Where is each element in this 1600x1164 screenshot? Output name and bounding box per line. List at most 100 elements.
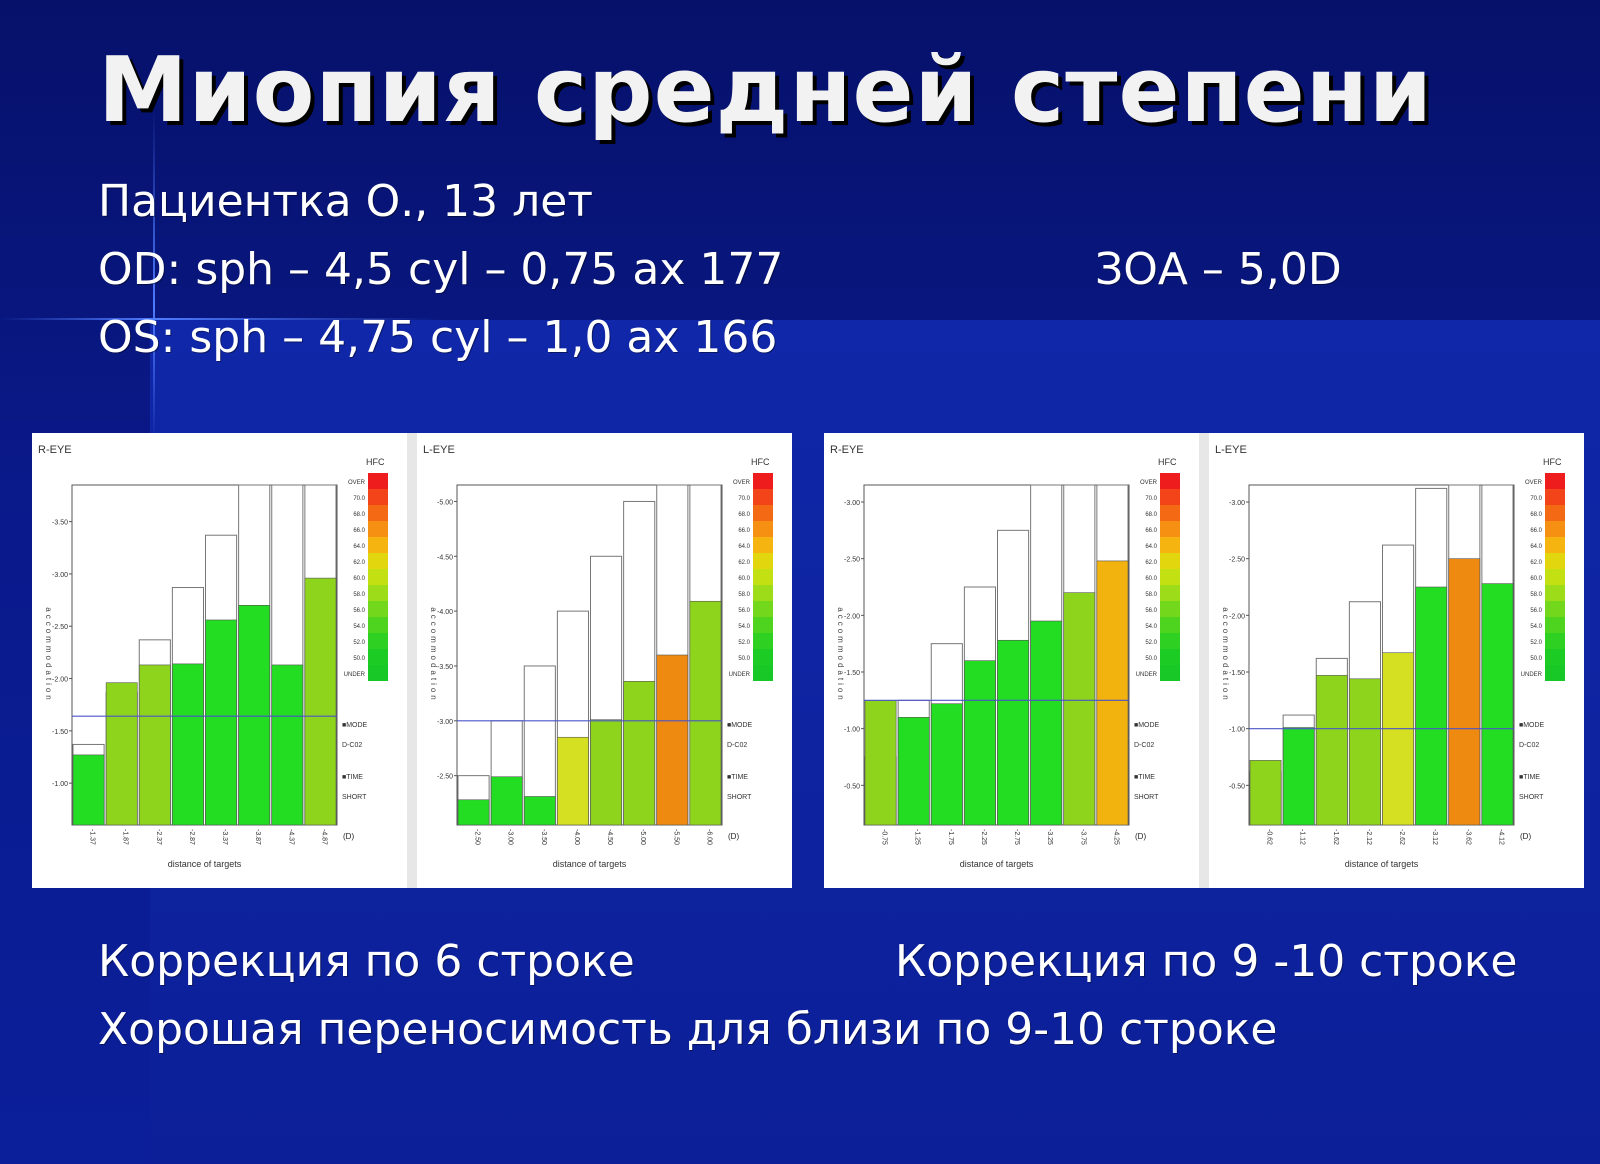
y-axis-label: accommodation [1221,607,1230,702]
legend-value: 58.0 [1145,592,1157,598]
response-bar [930,703,963,826]
legend-swatch [1160,617,1180,633]
legend-value: 60.0 [738,576,750,582]
legend-value: 54.0 [353,624,365,630]
legend-value: 50.0 [353,656,365,662]
x-tick-label: -1.12 [1299,829,1306,845]
legend-title: HFC [751,457,770,467]
legend-swatch [1160,569,1180,585]
response-bar [1481,583,1514,826]
legend-value: 68.0 [1145,512,1157,518]
time-label: ■TIME [342,774,363,781]
legend-value: OVER [733,480,751,486]
response-bar [205,619,237,826]
response-bar [689,600,722,826]
unit-label: (D) [343,832,354,841]
x-tick-label: -2.25 [980,829,987,845]
legend-swatch [1545,505,1565,521]
unit-label: (D) [1135,832,1146,841]
unit-label: (D) [728,832,739,841]
legend-swatch [368,505,388,521]
response-bar [105,682,138,826]
unit-label: (D) [1520,832,1531,841]
response-bar [1030,620,1063,826]
response-bar [1315,675,1348,826]
x-tick-label: -3.25 [1046,829,1053,845]
legend-swatch [1545,617,1565,633]
y-tick-label: -1.00 [1229,727,1245,734]
chart-r-eye-after: R-EYERefraction = -1.25 +0.00 180(D)(D)a… [824,433,1199,888]
legend-swatch [753,633,773,649]
x-tick-label: -3.87 [254,829,261,845]
time-value: SHORT [1134,794,1159,801]
response-bar [172,663,204,826]
chart-l-eye-before: L-EYERefraction = -3.00 +0.00 180(D)(D)a… [417,433,792,888]
legend-value: 62.0 [738,560,750,566]
legend-value: 56.0 [1145,608,1157,614]
x-tick-label: -3.37 [221,829,228,845]
legend-title: HFC [1543,457,1562,467]
decorative-crossline-vertical [153,110,155,440]
legend-value: 68.0 [1530,512,1542,518]
y-tick-label: -1.50 [844,670,860,677]
x-tick-label: -3.50 [540,829,547,845]
response-bar [997,639,1029,826]
response-bar [138,664,171,826]
response-bar [1063,592,1096,826]
y-tick-label: -0.50 [844,783,860,790]
response-bar [1349,678,1381,826]
legend-swatch [1545,633,1565,649]
legend-value: 56.0 [353,608,365,614]
legend-swatch [753,489,773,505]
y-axis-label: accommodation [44,607,53,702]
response-bar [490,776,523,826]
x-tick-label: -0.75 [881,829,888,845]
legend-swatch [753,649,773,665]
response-bar [457,799,490,826]
legend-value: 54.0 [738,624,750,630]
legend-swatch [1160,665,1180,681]
x-tick-label: -3.62 [1464,829,1471,845]
legend-value: 58.0 [1530,592,1542,598]
legend-value: UNDER [1521,672,1543,678]
mode-label: ■MODE [1134,722,1160,729]
os-prescription: OS: sph – 4,75 cyl – 1,0 ax 166 [98,312,778,363]
legend-swatch [1160,585,1180,601]
legend-value: 50.0 [1145,656,1157,662]
legend-swatch [1545,537,1565,553]
legend-swatch [368,553,388,569]
mode-label: ■MODE [342,722,368,729]
legend-value: 68.0 [738,512,750,518]
mode-value: D-C02 [727,742,747,749]
y-tick-label: -0.50 [1229,783,1245,790]
response-bar [523,796,556,826]
legend-value: 52.0 [1530,640,1542,646]
x-tick-label: -2.62 [1398,829,1405,845]
accommodation-chart: R-EYERefraction = -1.75 -0.25 150(D)(D)a… [38,444,388,869]
response-bar [72,754,105,826]
legend-swatch [368,665,388,681]
legend-value: UNDER [729,672,751,678]
y-tick-label: -2.50 [52,624,68,631]
legend-value: 54.0 [1145,624,1157,630]
legend-swatch [1160,473,1180,489]
legend-value: 64.0 [738,544,750,550]
y-tick-label: -2.50 [437,774,453,781]
x-axis-label: distance of targets [960,859,1034,869]
legend-value: OVER [1525,480,1543,486]
y-tick-label: -2.50 [1229,557,1245,564]
x-tick-label: -4.25 [1112,829,1119,845]
y-tick-label: -3.00 [1229,500,1245,507]
response-bar [897,717,930,826]
legend-value: OVER [348,480,366,486]
legend-value: 58.0 [353,592,365,598]
legend-value: 50.0 [738,656,750,662]
legend-swatch [1545,665,1565,681]
legend-swatch [368,617,388,633]
legend-value: 64.0 [1530,544,1542,550]
x-tick-label: -5.50 [672,829,679,845]
legend-swatch [368,489,388,505]
chart-group-after: R-EYERefraction = -1.25 +0.00 180(D)(D)a… [824,433,1584,888]
mode-value: D-C02 [1519,742,1539,749]
legend-value: 66.0 [1530,528,1542,534]
